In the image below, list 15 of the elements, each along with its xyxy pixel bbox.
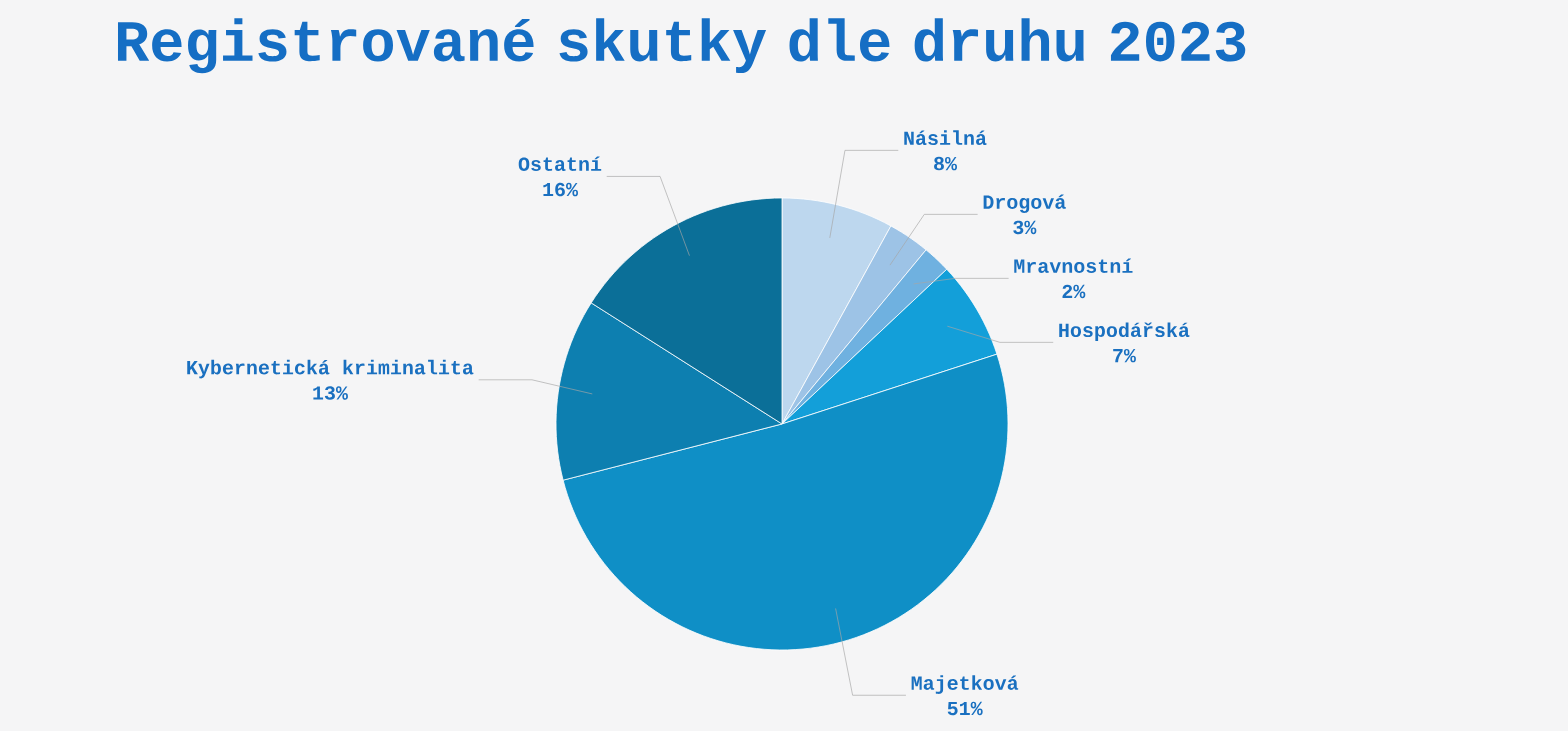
- slice-label: Mravnostní: [1014, 258, 1133, 273]
- data-label: 8%: [934, 156, 958, 171]
- slice-label: Kybernetická kriminalita: [187, 359, 474, 379]
- data-label: 3%: [1013, 220, 1037, 235]
- data-label: 13%: [313, 386, 348, 400]
- slice-label: Ostatní: [518, 156, 602, 171]
- data-label: 51%: [947, 701, 983, 716]
- slice-label: Násilná: [904, 130, 987, 146]
- chart-title: Registrované skutky dle druhu 2023: [117, 18, 1246, 74]
- slice-label: Drogová: [983, 194, 1066, 213]
- slice-label: Hospodářská: [1059, 322, 1190, 342]
- slice-label: Majetková: [911, 675, 1019, 694]
- data-label: 16%: [543, 182, 579, 197]
- data-label: 2%: [1062, 284, 1086, 299]
- data-label: 7%: [1113, 348, 1136, 363]
